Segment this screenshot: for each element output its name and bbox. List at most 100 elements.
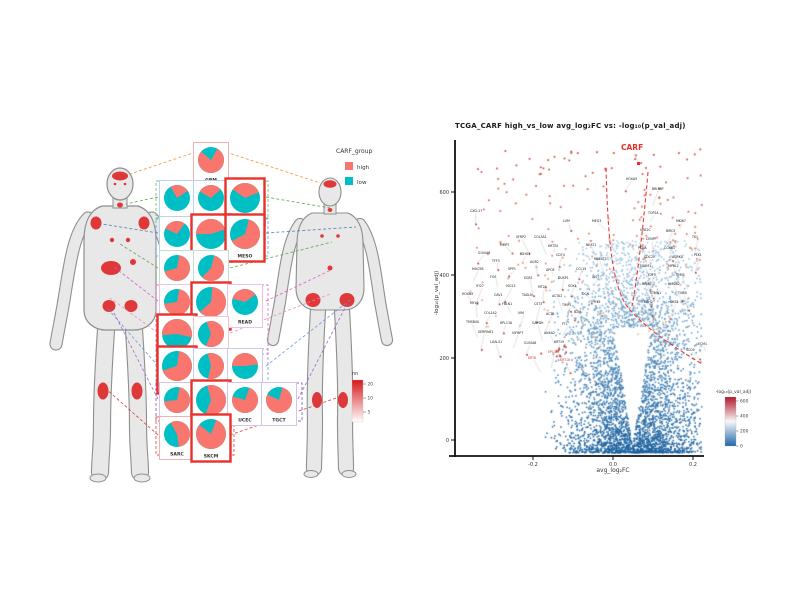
pie-BRCA: [198, 255, 224, 281]
pie-HNSC: [164, 184, 190, 211]
gene-label-KRT19: KRT19: [554, 340, 564, 344]
y-tick-600: 600: [439, 190, 449, 196]
gene-label-ACTA2: ACTA2: [552, 294, 562, 298]
pie-UCEC: [232, 387, 259, 413]
disease-site: [117, 202, 123, 208]
gene-label-FTL: FTL: [562, 322, 568, 326]
gene-label-BRI3BP: BRI3BP: [652, 187, 664, 191]
volcano-y-axis-label: -log₁₀(p_val_adj): [433, 270, 440, 316]
pie-ESCA: [230, 182, 260, 213]
gene-label-SOX4: SOX4: [568, 284, 577, 288]
gene-label-S100A6: S100A6: [524, 341, 536, 345]
gene-label-TOP2A: TOP2A: [647, 211, 659, 215]
gene-label-CKS2: CKS2: [670, 300, 678, 304]
pie-KIRC: [162, 351, 192, 382]
gene-label-MT2A: MT2A: [538, 285, 548, 289]
pie-READ: [232, 288, 258, 315]
body-site-connector: [225, 151, 321, 184]
body-site-connector: [265, 269, 332, 302]
gene-label-FOS: FOS: [490, 275, 496, 279]
gene-label-BIRC5: BIRC5: [666, 229, 675, 233]
gene-label-TIMP1: TIMP1: [561, 303, 572, 307]
disease-site: [123, 182, 127, 186]
significance-threshold-curve: [631, 171, 649, 307]
pie-THYM: [164, 255, 190, 282]
gene-label-TYMS: TYMS: [675, 273, 685, 277]
gene-label-CD74: CD74: [556, 253, 565, 257]
pie-PAAD: [198, 320, 224, 347]
volcano-title: TCGA_CARF high_vs_low avg_log₂FC vs: -lo…: [455, 122, 686, 130]
body-site-connector: [125, 196, 159, 205]
x-tick--0.2: -0.2: [528, 462, 538, 468]
colorbar-title: -log₁₀(p_val_adj): [716, 389, 752, 395]
gene-label-VIM: VIM: [518, 311, 524, 315]
y-tick-0: 0: [446, 438, 449, 444]
gene-label-EPCAM: EPCAM: [548, 350, 559, 354]
gene-label-LGALS1: LGALS1: [490, 340, 502, 344]
gene-label-CAV1: CAV1: [494, 293, 502, 297]
gene-label-MYL9: MYL9: [470, 301, 479, 305]
pie-COAD: [196, 287, 227, 318]
pie-label-SARC: SARC: [170, 452, 184, 458]
colorbar-tick-200: 200: [740, 429, 749, 435]
disease-site: [327, 208, 333, 212]
colorbar-tick-400: 400: [740, 414, 749, 420]
gene-label-EZH2: EZH2: [644, 300, 653, 304]
gene-label-KRT18: KRT18: [560, 358, 570, 362]
gradient-legend-bar: [351, 379, 364, 423]
gene-label-ECM1: ECM1: [698, 342, 707, 346]
gene-label-ANXA2: ANXA2: [544, 331, 555, 335]
body-site-connector: [101, 223, 159, 234]
gene-label-XIST: XIST: [592, 275, 599, 279]
gene-label-TK1: TK1: [691, 235, 698, 239]
legend-item-low: low: [357, 180, 367, 186]
gene-label-CCL19: CCL19: [576, 267, 586, 271]
gene-label-DUSP1: DUSP1: [558, 276, 569, 280]
body-site-connector: [104, 387, 159, 436]
body-site-connector: [119, 243, 159, 269]
gene-label-APOE: APOE: [546, 268, 555, 272]
gene-label-COL1A2: COL1A2: [484, 311, 497, 315]
gene-label-PLK1: PLK1: [694, 253, 702, 257]
gene-label-MMP7: MMP7: [500, 243, 509, 247]
gradient-legend-tick: 5: [368, 410, 371, 416]
gradient-legend-tick: 10: [368, 396, 374, 402]
gene-label-HMGB2: HMGB2: [668, 282, 680, 286]
disease-site: [124, 300, 138, 312]
body-site-connector: [229, 241, 333, 269]
disease-site: [125, 237, 131, 243]
gradient-legend-title: nn: [352, 371, 358, 377]
carf-group-legend: [345, 162, 353, 185]
pie-KIRP: [198, 352, 225, 379]
disease-site: [131, 382, 143, 400]
gene-label-MEG3: MEG3: [592, 219, 601, 223]
gene-label-IFI27: IFI27: [476, 284, 484, 288]
disease-site: [112, 171, 128, 181]
disease-site: [102, 300, 116, 312]
gene-label-H19: H19: [594, 300, 600, 304]
gene-label-TFF3: TFF3: [491, 259, 500, 263]
gene-label-E2F1: E2F1: [648, 273, 656, 277]
gene-label-RRM2: RRM2: [642, 282, 651, 286]
gene-label-CCNB1: CCNB1: [664, 246, 675, 250]
gene-label-GAPDH: GAPDH: [532, 321, 544, 325]
gene-label-NEAT1: NEAT1: [586, 243, 596, 247]
gene-label-SFRP2: SFRP2: [516, 235, 526, 239]
gene-label-MALAT1: MALAT1: [594, 257, 607, 261]
gene-label-AGR2: AGR2: [530, 260, 539, 264]
disease-site: [320, 234, 324, 238]
gene-label-FBLN1: FBLN1: [502, 302, 512, 306]
gene-label-ISG15: ISG15: [506, 284, 516, 288]
gene-label-ACTB: ACTB: [546, 312, 554, 316]
gene-label-SPP1: SPP1: [508, 267, 516, 271]
gene-label-KRT14: KRT14: [548, 244, 558, 248]
pie-label-MESO: MESO: [238, 254, 253, 260]
gene-label-IGFBP7: IGFBP7: [512, 331, 523, 335]
body-site-connector: [113, 312, 159, 400]
disease-site: [90, 216, 102, 230]
gene-label-UBE2C: UBE2C: [640, 228, 652, 232]
gene-label-PCNA: PCNA: [638, 246, 648, 250]
gene-label-SERPINE1: SERPINE1: [478, 330, 494, 334]
gene-label-B2M: B2M: [574, 310, 581, 314]
volcano-plot: [449, 140, 704, 460]
